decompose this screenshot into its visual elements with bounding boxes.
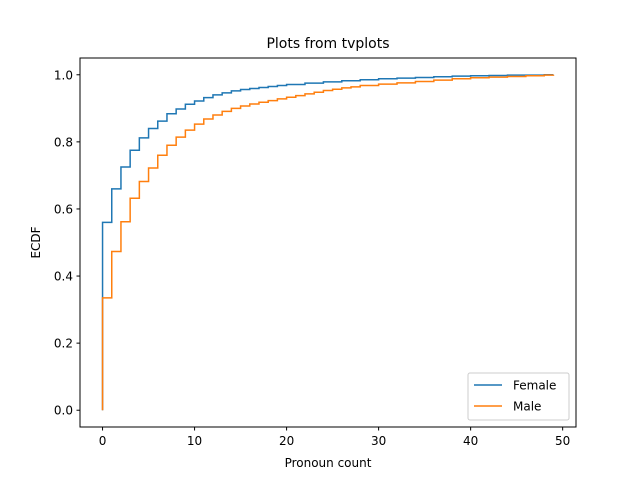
y-axis-ticks: 0.0 0.2 0.4 0.6 0.8 1.0 bbox=[54, 68, 80, 418]
x-tick-label: 30 bbox=[371, 434, 386, 448]
y-tick-label: 1.0 bbox=[54, 68, 73, 82]
plot-frame bbox=[79, 57, 577, 428]
y-tick-label: 0.8 bbox=[54, 135, 73, 149]
x-tick-label: 40 bbox=[463, 434, 478, 448]
y-axis-label: ECDF bbox=[29, 226, 43, 258]
y-tick-label: 0.4 bbox=[54, 270, 73, 284]
x-tick-label: 10 bbox=[187, 434, 202, 448]
x-axis-label: Pronoun count bbox=[285, 456, 372, 470]
legend-label-female: Female bbox=[513, 379, 556, 393]
legend: Female Male bbox=[467, 372, 570, 421]
y-tick-label: 0.6 bbox=[54, 202, 73, 216]
ecdf-line-female bbox=[101, 74, 554, 411]
y-tick-label: 0.2 bbox=[54, 337, 73, 351]
x-tick-label: 20 bbox=[279, 434, 294, 448]
legend-label-male: Male bbox=[513, 400, 541, 414]
ecdf-line-male bbox=[101, 74, 555, 411]
x-tick-label: 50 bbox=[555, 434, 570, 448]
chart-title: Plots from tvplots bbox=[266, 36, 389, 52]
y-tick-label: 0.0 bbox=[54, 404, 73, 418]
series-layer bbox=[101, 74, 555, 411]
x-axis-ticks: 0 10 20 30 40 50 bbox=[99, 427, 570, 448]
x-tick-label: 0 bbox=[99, 434, 107, 448]
